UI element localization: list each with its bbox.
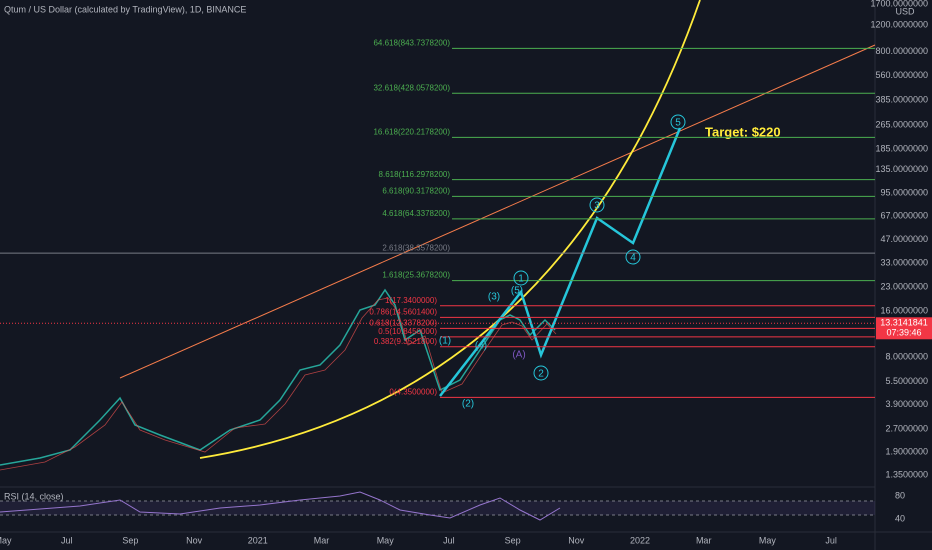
wave-circle (533, 365, 549, 381)
price-tick-label: 23.0000000 (880, 281, 928, 291)
time-label: May (377, 535, 395, 545)
wave-label: (3) (488, 292, 500, 303)
wave-circle (670, 114, 686, 130)
countdown: 07:39:46 (886, 328, 921, 338)
fib-label: 0.786(14.5601400) (369, 307, 437, 316)
fib-label: 1(17.3400000) (385, 296, 437, 305)
wave-label: (4) (475, 341, 487, 352)
price-tick-label: 185.0000000 (875, 143, 928, 153)
wave-path (439, 127, 682, 397)
wave-circle (625, 249, 641, 265)
fib-label: 2.618(38.3578200) (382, 243, 450, 252)
time-label: Sep (122, 535, 138, 545)
fib-label: 1.618(25.3678200) (382, 271, 450, 280)
fib-label: 4.618(64.3378200) (382, 209, 450, 218)
price-tick-label: 385.0000000 (875, 95, 928, 105)
time-label: 2022 (630, 535, 650, 545)
wave-label: (2) (462, 399, 474, 410)
time-label: Mar (696, 535, 712, 545)
price-path-shadow (0, 297, 557, 471)
price-tick-label: 3.9000000 (885, 399, 928, 409)
time-label: Nov (568, 535, 585, 545)
time-label: Jul (825, 535, 837, 545)
price-path (0, 288, 556, 466)
time-label: Sep (505, 535, 521, 545)
time-label: Mar (314, 535, 330, 545)
header-title: Qtum / US Dollar (calculated by TradingV… (4, 4, 246, 14)
price-tick-label: 1700.0000000 (870, 0, 928, 8)
price-tick-label: 2.7000000 (885, 423, 928, 433)
fib-label: 16.618(220.2178200) (373, 127, 450, 136)
fib-label: 0.382(9.3521800) (374, 337, 438, 346)
wave-label: 2 (538, 369, 544, 380)
price-tick-label: 265.0000000 (875, 119, 928, 129)
fib-label: 0.618(12.3378200) (369, 318, 437, 327)
price-tick-label: 47.0000000 (880, 234, 928, 244)
rsi-tick-label: 80 (895, 490, 905, 500)
wave-circle (513, 270, 529, 286)
time-label: May (759, 535, 777, 545)
wave-label: 5 (675, 118, 681, 129)
target-annotation: Target: $220 (705, 124, 781, 139)
price-tick-label: 1.9000000 (885, 447, 928, 457)
price-tick-label: 1.3500000 (885, 469, 928, 479)
price-tick-label: 560.0000000 (875, 70, 928, 80)
trend-line (119, 44, 876, 379)
currency: USD (895, 6, 915, 16)
fib-label: 0.5(10.8450000) (378, 327, 437, 336)
wave-label: 3 (594, 201, 600, 212)
fib-label: 8.618(116.2978200) (379, 170, 451, 179)
price-tick-label: 800.0000000 (875, 46, 928, 56)
rsi-tick-label: 40 (895, 513, 905, 523)
last-price-box (876, 317, 932, 340)
price-tick-label: 135.0000000 (875, 164, 928, 174)
time-label: Jul (61, 535, 73, 545)
time-label: 2021 (248, 535, 268, 545)
fib-label: 32.618(428.0578200) (373, 83, 450, 92)
fib-label: 64.618(843.7378200) (373, 38, 450, 47)
time-label: Jul (443, 535, 455, 545)
time-label: Nov (186, 535, 203, 545)
time-label: May (0, 535, 12, 545)
price-tick-label: 1200.0000000 (870, 19, 928, 29)
wave-circle (589, 197, 605, 213)
price-tick-label: 95.0000000 (880, 187, 928, 197)
fib-label: 0(4.3500000) (389, 388, 437, 397)
rsi-label: RSI (14, close) (4, 491, 64, 501)
wave-label: 4 (630, 253, 636, 264)
rsi-band (0, 501, 875, 515)
rsi-line (0, 491, 561, 521)
price-tick-label: 8.0000000 (885, 351, 928, 361)
wave-label: (5) (511, 286, 523, 297)
price-tick-label: 5.5000000 (885, 376, 928, 386)
fib-label: 6.618(90.3178200) (382, 187, 450, 196)
wave-label: (1) (439, 336, 451, 347)
price-tick-label: 67.0000000 (880, 211, 928, 221)
price-tick-label: 16.0000000 (880, 305, 928, 315)
wave-label: (A) (512, 350, 525, 361)
wave-label: 1 (518, 274, 524, 285)
last-price: 13.3141841 (880, 318, 928, 328)
price-tick-label: 33.0000000 (880, 258, 928, 268)
